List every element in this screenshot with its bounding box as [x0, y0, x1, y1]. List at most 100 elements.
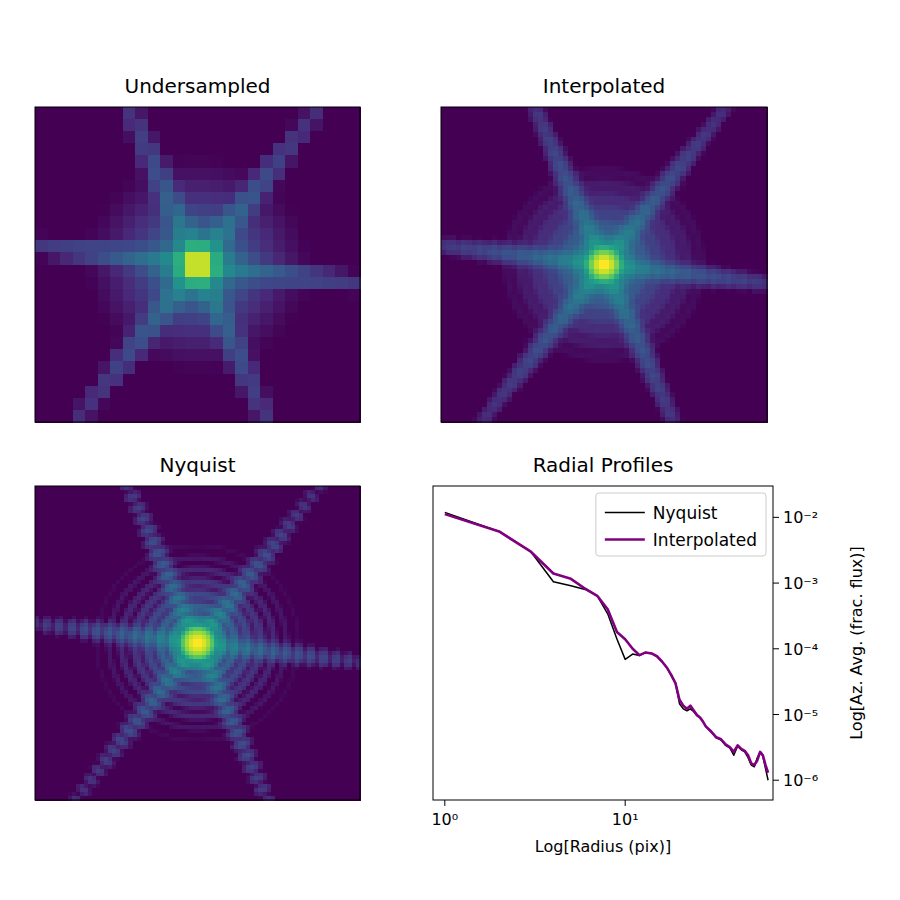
pixel [604, 117, 610, 123]
pixel [487, 176, 493, 182]
pixel [160, 204, 173, 217]
pixel [273, 143, 286, 156]
pixel [123, 107, 136, 120]
pixel [492, 181, 498, 187]
pixel [726, 156, 732, 162]
pixel [629, 117, 635, 123]
pixel [502, 171, 508, 177]
pixel [538, 117, 544, 123]
pixel [35, 398, 48, 411]
pixel [482, 146, 488, 152]
pixel [482, 117, 488, 123]
pixel [456, 205, 462, 211]
pixel [757, 186, 763, 192]
pixel [456, 141, 462, 147]
pixel [726, 127, 732, 133]
pixel [110, 337, 123, 350]
pixel [461, 166, 467, 172]
pixel [680, 201, 686, 207]
pixel [310, 180, 323, 193]
pixel [533, 137, 539, 143]
pixel [85, 349, 98, 362]
pixel [185, 168, 198, 181]
pixel [466, 171, 472, 177]
pixel [223, 119, 236, 132]
pixel [323, 361, 336, 374]
pixel [285, 410, 298, 423]
pixel [487, 205, 493, 211]
pixel [210, 313, 223, 326]
pixel [686, 117, 692, 123]
pixel [48, 325, 61, 338]
pixel [456, 117, 462, 123]
pixel [210, 265, 223, 278]
pixel [548, 107, 554, 113]
pixel [716, 132, 722, 138]
pixel [85, 337, 98, 350]
pixel [198, 240, 211, 253]
pixel [323, 337, 336, 350]
pixel [635, 156, 641, 162]
pixel [148, 349, 161, 362]
pixel [482, 132, 488, 138]
pixel [497, 166, 503, 172]
pixel [757, 171, 763, 177]
pixel [85, 131, 98, 144]
pixel [701, 112, 707, 118]
pixel [670, 186, 676, 192]
pixel [148, 119, 161, 132]
pixel [614, 137, 620, 143]
pixel [348, 240, 361, 253]
pixel [273, 325, 286, 338]
pixel [563, 141, 569, 147]
pixel [604, 112, 610, 118]
pixel [742, 186, 748, 192]
pixel [517, 156, 523, 162]
pixel [655, 156, 661, 162]
pixel [568, 176, 574, 182]
pixel [584, 186, 590, 192]
pixel [680, 141, 686, 147]
pixel [736, 117, 742, 123]
pixel [335, 240, 348, 253]
pixel [273, 240, 286, 253]
pixel [640, 137, 646, 143]
pixel [553, 181, 559, 187]
pixel [701, 127, 707, 133]
pixel [629, 127, 635, 133]
pixel [742, 181, 748, 187]
pixel [260, 143, 273, 156]
pixel [198, 398, 211, 411]
pixel [285, 289, 298, 302]
pixel [538, 181, 544, 187]
pixel [716, 127, 722, 133]
pixel [523, 112, 529, 118]
pixel [502, 141, 508, 147]
pixel [110, 374, 123, 387]
pixel [260, 265, 273, 278]
pixel [198, 228, 211, 241]
pixel [482, 201, 488, 207]
pixel [573, 127, 579, 133]
pixel [85, 192, 98, 205]
pixel [680, 107, 686, 113]
pixel [185, 252, 198, 265]
pixel [441, 181, 447, 187]
pixel [624, 151, 630, 157]
pixel [675, 137, 681, 143]
pixel [629, 141, 635, 147]
pixel [645, 176, 651, 182]
pixel [173, 374, 186, 387]
pixel [472, 122, 478, 128]
pixel [273, 131, 286, 144]
pixel [629, 186, 635, 192]
pixel [348, 252, 361, 265]
pixel [528, 181, 534, 187]
pixel [60, 337, 73, 350]
pixel [198, 301, 211, 314]
pixel [223, 180, 236, 193]
pixel [48, 119, 61, 132]
pixel [680, 122, 686, 128]
pixel [323, 374, 336, 387]
pixel [584, 176, 590, 182]
